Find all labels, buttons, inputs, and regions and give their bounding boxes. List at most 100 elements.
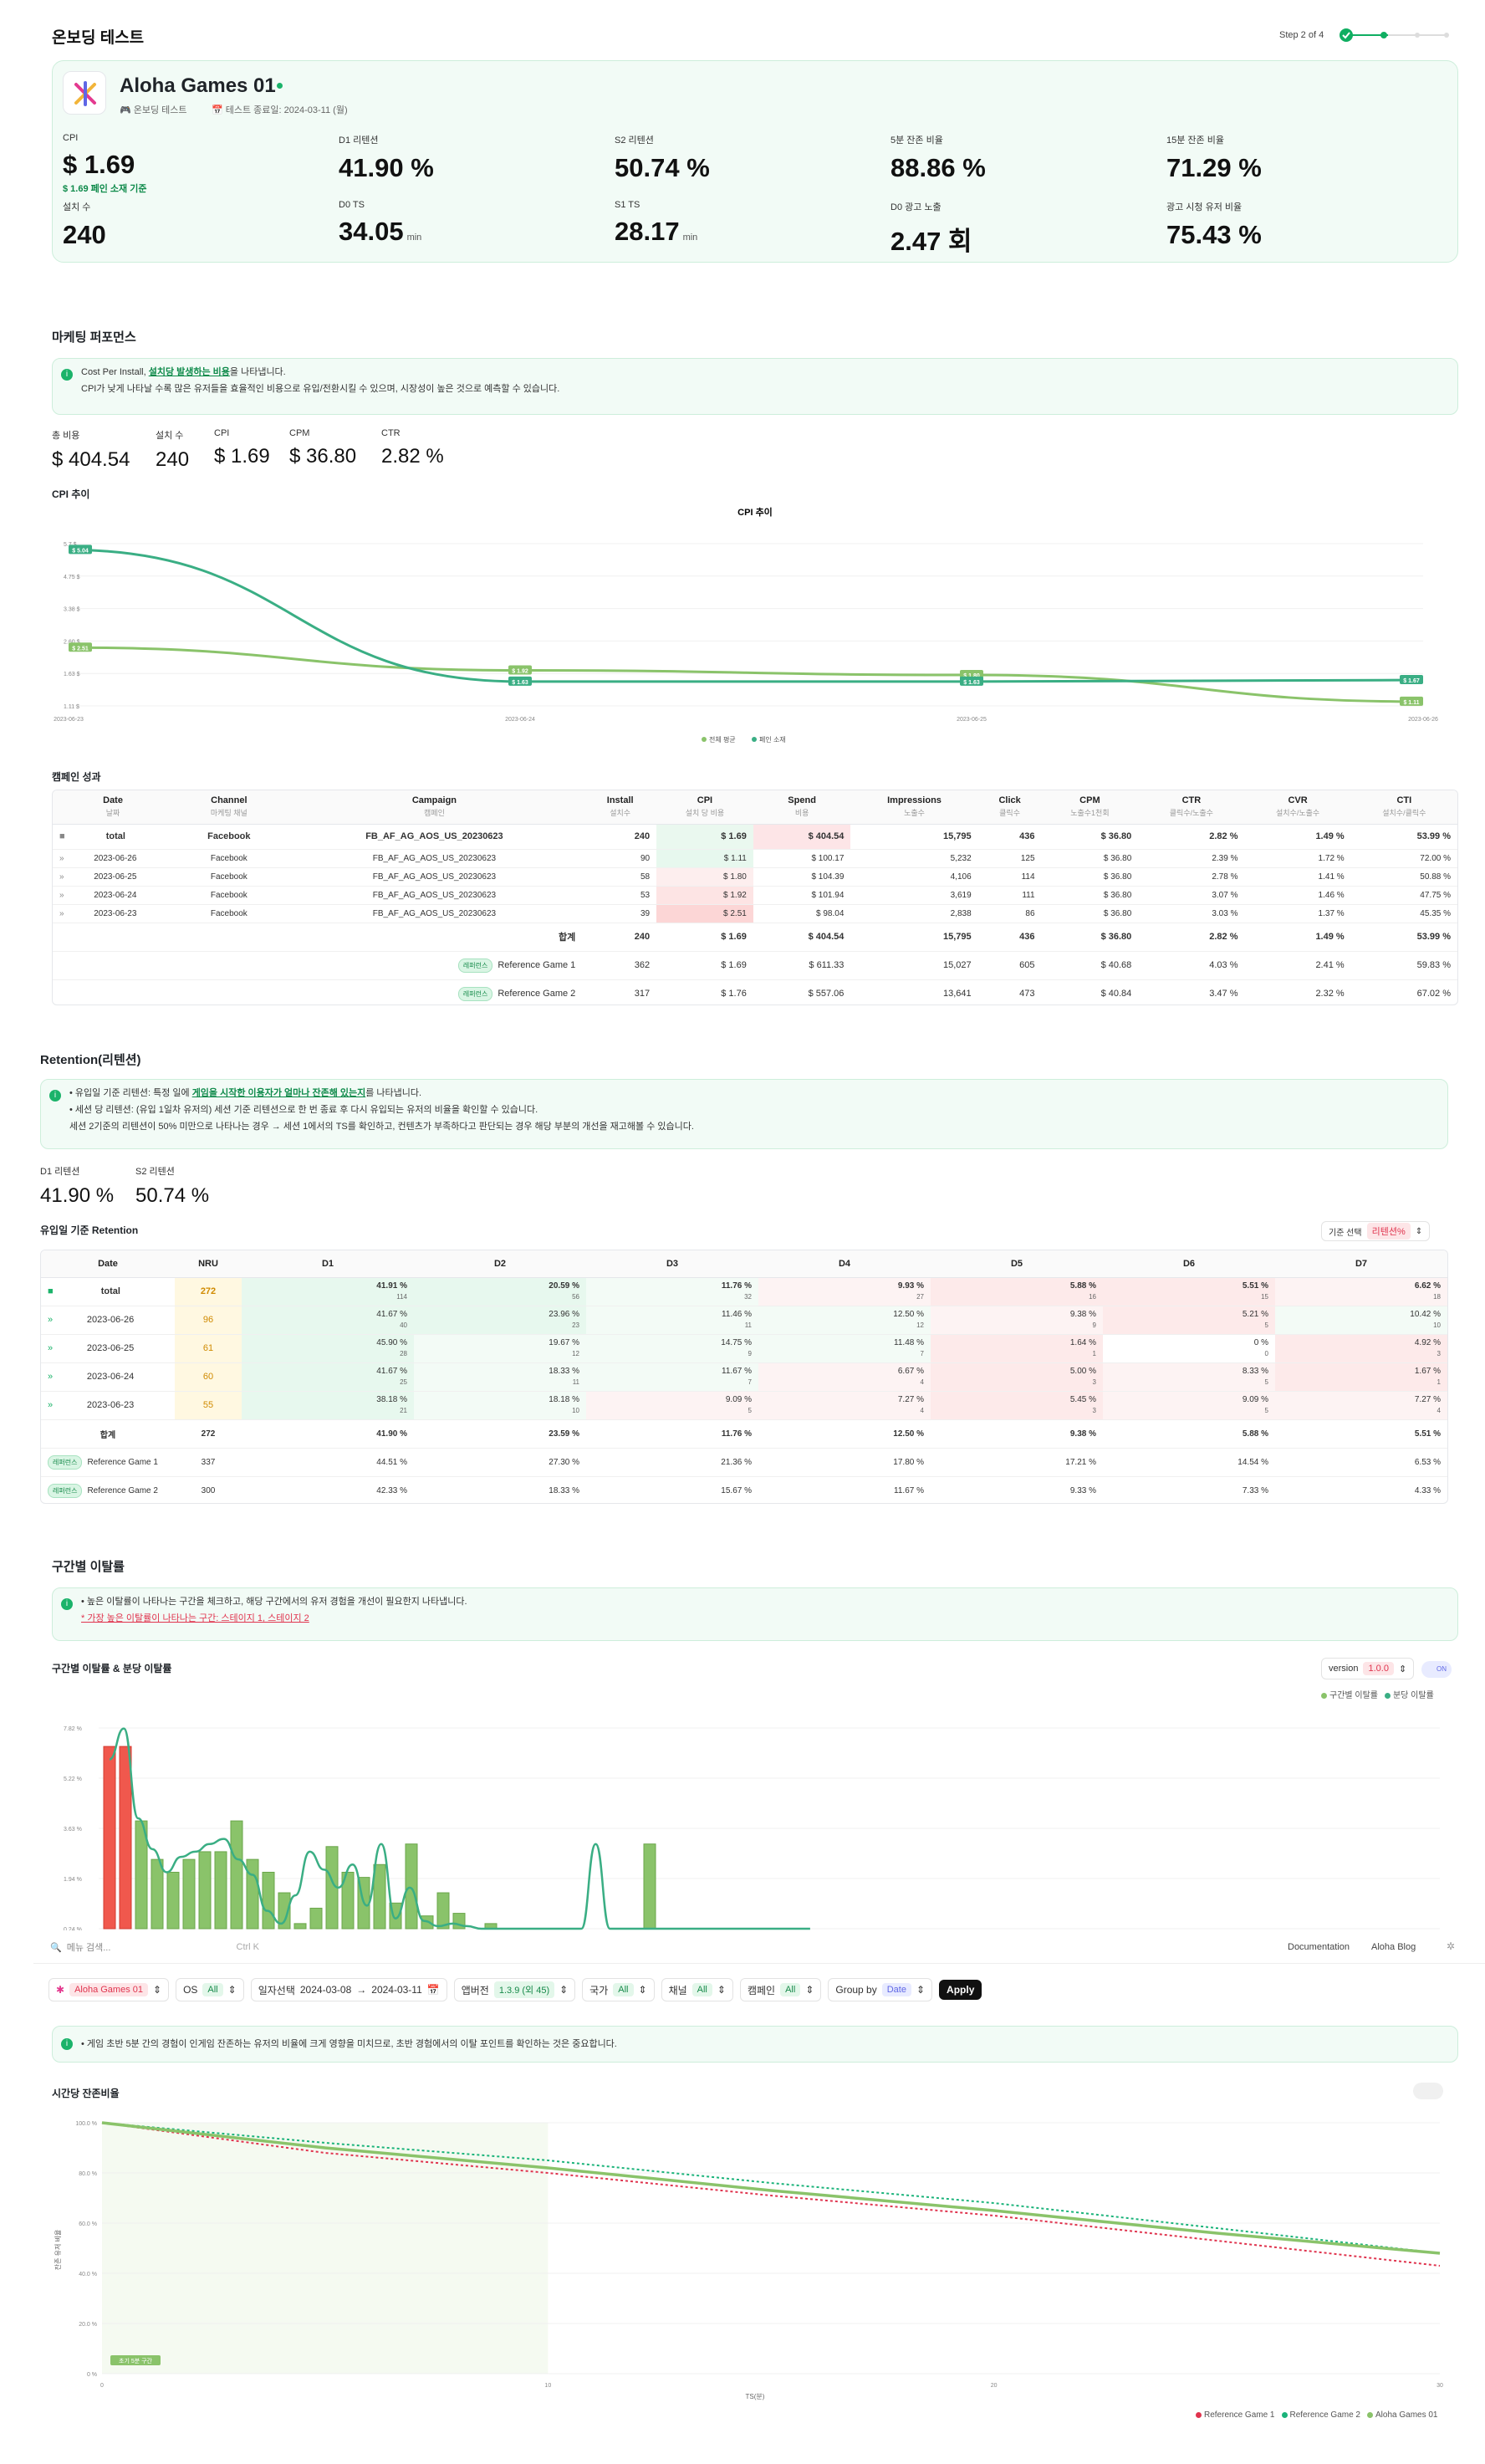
- game-select[interactable]: ✱ Aloha Games 01 ⇕: [48, 1978, 170, 2001]
- column-header[interactable]: CTR 클릭수/노출수: [1138, 790, 1245, 824]
- os-select[interactable]: OS All ⇕: [176, 1978, 244, 2001]
- expand-icon[interactable]: »: [59, 853, 64, 863]
- column-header[interactable]: Channel 마케팅 채널: [173, 790, 285, 824]
- expand-icon[interactable]: »: [59, 908, 64, 918]
- blog-link[interactable]: Aloha Blog: [1371, 1942, 1416, 1952]
- survival-toggle[interactable]: [1413, 2083, 1443, 2099]
- metric-value: 50.74 %: [615, 153, 710, 182]
- table-cell: 17.21 %: [1065, 1457, 1096, 1467]
- marketing-kpis: 총 비용 $ 404.54 설치 수 240 CPI $ 1.69 CPM $ 36.80 CT…: [52, 428, 637, 478]
- table-row[interactable]: » 2023-06-24 Facebook FB_AF_AG_AOS_US_20230…: [53, 886, 1457, 904]
- column-header[interactable]: D4: [758, 1250, 931, 1277]
- column-header[interactable]: D1: [242, 1250, 414, 1277]
- collapse-icon[interactable]: ■: [48, 1286, 54, 1296]
- expand-icon[interactable]: »: [48, 1315, 54, 1325]
- kpi-label: CPM: [289, 428, 310, 438]
- table-row[interactable]: » 2023-06-24 60 41.67 % 25 18.33 % 11 11.67 % 7 6…: [41, 1362, 1447, 1391]
- retention-cell: 41.67 % 25: [242, 1362, 414, 1391]
- table-cell: 337: [201, 1457, 216, 1467]
- table-cell: 2.82 %: [1209, 831, 1238, 841]
- column-header[interactable]: Campaign 캠페인: [284, 790, 584, 824]
- table-cell: FB_AF_AG_AOS_US_20230623: [372, 890, 497, 900]
- retention-cell: 14.75 % 9: [586, 1334, 758, 1362]
- retention-cell: 38.18 % 21: [242, 1391, 414, 1419]
- expand-icon[interactable]: »: [59, 872, 64, 882]
- table-row[interactable]: » 2023-06-25 61 45.90 % 28 19.67 % 12 14.75 % 9 1…: [41, 1334, 1447, 1362]
- column-header[interactable]: D7: [1275, 1250, 1447, 1277]
- retention-cell: 5.00 % 3: [931, 1362, 1103, 1391]
- table-row[interactable]: » 2023-06-23 55 38.18 % 21 18.18 % 10 9.09 % 5 7.…: [41, 1391, 1447, 1419]
- kpi-label: 총 비용: [52, 431, 80, 441]
- table-cell: 473: [1019, 989, 1035, 999]
- metric-value: $ 1.69: [63, 150, 135, 179]
- column-header[interactable]: CPI 설치 당 비용: [656, 790, 753, 824]
- column-header[interactable]: D6: [1103, 1250, 1275, 1277]
- stepper: [1338, 27, 1455, 43]
- column-header[interactable]: Spend 비용: [753, 790, 851, 824]
- date-range[interactable]: 일자선택 2024-03-08 → 2024-03-11 📅: [250, 1978, 447, 2001]
- column-header[interactable]: Date 날짜: [53, 790, 174, 824]
- column-header[interactable]: CVR 설치수/노출수: [1244, 790, 1351, 824]
- version-select[interactable]: version 1.0.0 ⇕: [1321, 1658, 1415, 1679]
- table-cell: FB_AF_AG_AOS_US_20230623: [372, 853, 497, 863]
- retention-cell: 11.46 % 11: [586, 1306, 758, 1334]
- column-header[interactable]: CTI 설치수/클릭수: [1350, 790, 1457, 824]
- churn-rate-line: [109, 1727, 810, 1930]
- table-row[interactable]: » 2023-06-23 Facebook FB_AF_AG_AOS_US_20230…: [53, 904, 1457, 923]
- cpi-chart-title: CPI 추이: [737, 506, 773, 518]
- group-by-select[interactable]: Group by Date ⇕: [828, 1978, 933, 2001]
- churn-legend: 구간별 이탈률 분당 이탈률: [1321, 1688, 1441, 1700]
- column-header[interactable]: Impressions 노출수: [850, 790, 978, 824]
- retention-note: i • 유입일 기준 리텐션: 특정 일에 게임을 시작한 이용자가 얼마나 잔…: [40, 1079, 1448, 1149]
- campaign-select[interactable]: 캠페인 All ⇕: [739, 1978, 822, 2001]
- column-header[interactable]: Install 설치수: [584, 790, 657, 824]
- table-cell: 18.33 %: [549, 1485, 579, 1495]
- menu-search[interactable]: 🔍 메뉴 검색... Ctrl K: [50, 1942, 259, 1953]
- column-header[interactable]: CPM 노출수1천회: [1041, 790, 1139, 824]
- table-cell: $ 40.84: [1100, 989, 1132, 999]
- table-cell: 12.50 %: [893, 1429, 924, 1439]
- total-row[interactable]: ■ total Facebook FB_AF_AG_AOS_US_20230623 24…: [53, 824, 1457, 849]
- total-row[interactable]: ■ total 272 41.91 % 114 20.59 % 56 11.76 % 32 9.9…: [41, 1277, 1447, 1306]
- country-select[interactable]: 국가 All ⇕: [582, 1978, 655, 2001]
- nru-cell: 61: [175, 1334, 242, 1362]
- retention-cell: 7.27 % 4: [1275, 1391, 1447, 1419]
- column-header[interactable]: Date: [41, 1250, 175, 1277]
- column-header[interactable]: D5: [931, 1250, 1103, 1277]
- metric-label: S2 리텐션: [615, 135, 654, 146]
- y-tick-label: 20.0 %: [79, 2322, 97, 2328]
- page-title: 온보딩 테스트: [52, 29, 145, 47]
- svg-text:$ 1.63: $ 1.63: [512, 680, 528, 686]
- expand-icon[interactable]: »: [59, 890, 64, 900]
- collapse-icon[interactable]: ■: [59, 831, 65, 841]
- churn-toggle[interactable]: ON: [1421, 1661, 1452, 1678]
- survival-note: i • 게임 초반 5분 간의 경험이 인게임 잔존하는 유저의 비율에 크게 …: [52, 2026, 1458, 2063]
- table-row[interactable]: » 2023-06-26 Facebook FB_AF_AG_AOS_US_20230…: [53, 849, 1457, 867]
- app-version-select[interactable]: 앱버전 1.3.9 (외 45) ⇕: [453, 1978, 576, 2001]
- expand-icon[interactable]: »: [48, 1343, 54, 1353]
- cpi-data-label: $ 2.51: [69, 642, 92, 652]
- column-header[interactable]: D3: [586, 1250, 758, 1277]
- expand-icon[interactable]: »: [48, 1372, 54, 1382]
- expand-icon[interactable]: »: [48, 1400, 54, 1410]
- x-tick-label: 2023-06-23: [54, 717, 84, 723]
- cpi-data-label: $ 5.04: [69, 544, 92, 555]
- column-header[interactable]: D2: [414, 1250, 586, 1277]
- table-cell: 2.39 %: [1212, 853, 1238, 863]
- apply-button[interactable]: Apply: [939, 1980, 982, 2000]
- churn-bar: [198, 1851, 212, 1930]
- channel-select[interactable]: 채널 All ⇕: [661, 1978, 733, 2001]
- settings-icon[interactable]: ✲: [1447, 1940, 1456, 1952]
- table-cell: Facebook: [210, 872, 248, 882]
- basis-select[interactable]: 기준 선택 리텐션% ⇕: [1321, 1221, 1431, 1241]
- metric-value: 88.86 %: [890, 153, 986, 182]
- table-row[interactable]: » 2023-06-26 96 41.67 % 40 23.96 % 23 11.46 % 11…: [41, 1306, 1447, 1334]
- cpi-section-title: CPI 추이: [52, 488, 90, 500]
- table-cell: $ 1.69: [721, 960, 747, 970]
- metric-value: 240: [63, 220, 106, 249]
- column-header[interactable]: Click 클릭수: [977, 790, 1042, 824]
- table-row[interactable]: » 2023-06-25 Facebook FB_AF_AG_AOS_US_20230…: [53, 867, 1457, 886]
- table-cell: $ 36.80: [1103, 908, 1132, 918]
- documentation-link[interactable]: Documentation: [1288, 1942, 1350, 1952]
- column-header[interactable]: NRU: [175, 1250, 242, 1277]
